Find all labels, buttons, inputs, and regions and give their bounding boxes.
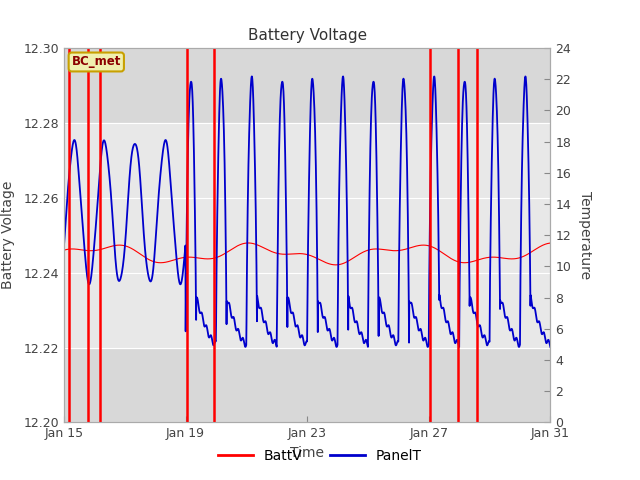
- Bar: [64, 123, 550, 348]
- Y-axis label: Temperature: Temperature: [578, 191, 592, 279]
- Y-axis label: Battery Voltage: Battery Voltage: [1, 181, 15, 289]
- X-axis label: Time: Time: [290, 446, 324, 460]
- Text: BC_met: BC_met: [72, 56, 121, 69]
- Title: Battery Voltage: Battery Voltage: [248, 28, 367, 43]
- Legend: BattV, PanelT: BattV, PanelT: [212, 443, 428, 468]
